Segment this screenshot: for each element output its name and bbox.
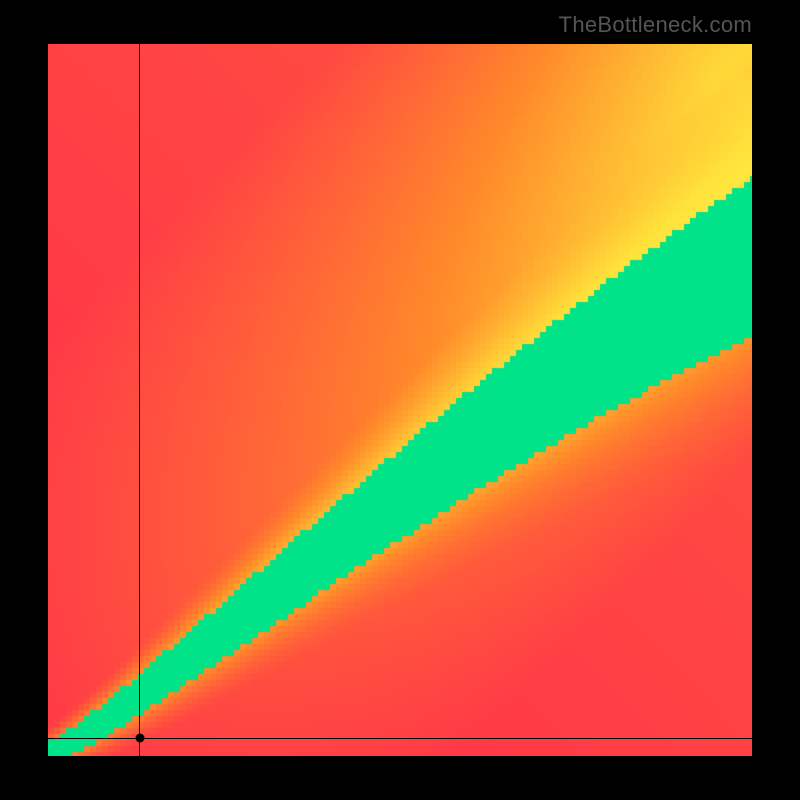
crosshair-horizontal: [48, 738, 752, 739]
crosshair-point: [135, 734, 144, 743]
crosshair-vertical: [139, 44, 140, 756]
heatmap-plot: [48, 44, 752, 756]
watermark-text: TheBottleneck.com: [559, 12, 752, 38]
heatmap-canvas: [48, 44, 752, 756]
